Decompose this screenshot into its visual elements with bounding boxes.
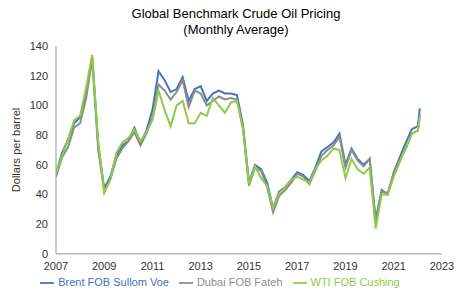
svg-text:2021: 2021 (382, 260, 406, 272)
svg-text:2019: 2019 (333, 260, 357, 272)
svg-text:0: 0 (42, 248, 48, 260)
html-text:Global Benchmark Crude Oil Pri: Global Benchmark Crude Oil Pricing (131, 6, 341, 21)
svg-text:2015: 2015 (237, 260, 261, 272)
html-text:Dubai FOB Fateh: Dubai FOB Fateh (196, 275, 283, 288)
svg-text:2017: 2017 (285, 260, 309, 272)
html-text:(Monthly Average): (Monthly Average) (183, 22, 289, 37)
html-text:WTI FOB Cushing: WTI FOB Cushing (310, 275, 400, 288)
svg-text:2023: 2023 (430, 260, 454, 272)
svg-text:Dollars per barrel: Dollars per barrel (10, 108, 22, 192)
svg-text:100: 100 (30, 99, 48, 111)
svg-text:60: 60 (36, 159, 48, 171)
svg-text:2011: 2011 (141, 260, 165, 272)
svg-text:20: 20 (36, 218, 48, 230)
html-text:Brent FOB Sullom Voe: Brent FOB Sullom Voe (58, 275, 169, 288)
svg-text:80: 80 (36, 129, 48, 141)
svg-text:2013: 2013 (189, 260, 213, 272)
svg-text:40: 40 (36, 188, 48, 200)
svg-text:2007: 2007 (44, 260, 68, 272)
svg-text:2009: 2009 (92, 260, 116, 272)
svg-text:120: 120 (30, 70, 48, 82)
svg-text:140: 140 (30, 40, 48, 52)
